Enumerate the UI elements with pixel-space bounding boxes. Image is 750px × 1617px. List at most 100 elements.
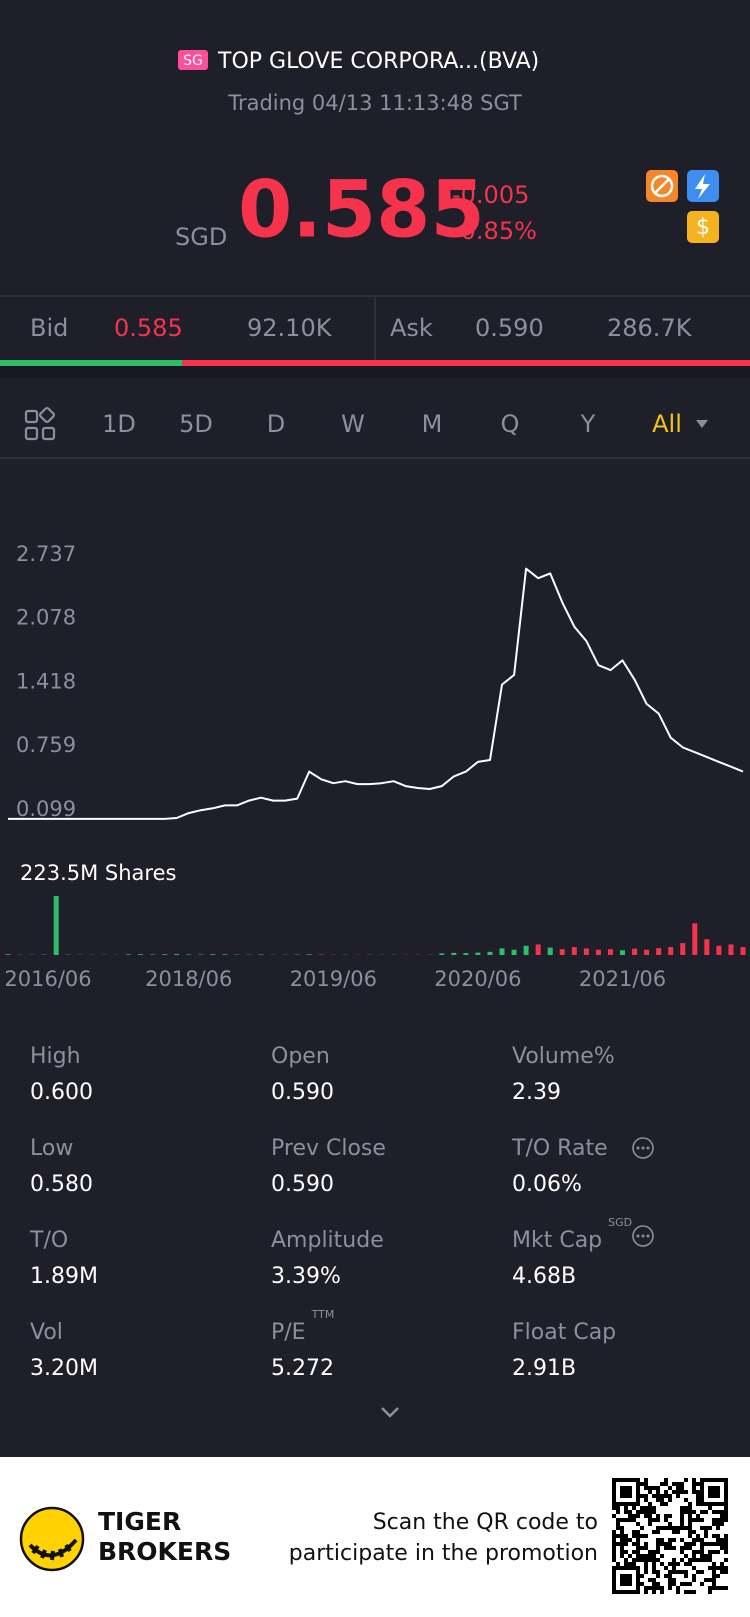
qr-module xyxy=(636,1558,640,1562)
qr-module xyxy=(676,1482,680,1486)
qr-module xyxy=(684,1554,688,1558)
qr-module xyxy=(656,1542,660,1546)
qr-module xyxy=(660,1498,664,1502)
qr-module xyxy=(648,1486,652,1490)
qr-module xyxy=(672,1578,676,1582)
qr-module xyxy=(612,1590,616,1594)
stat-value: 1.89M xyxy=(30,1264,98,1289)
volume-bar xyxy=(559,949,565,955)
tab[interactable]: D xyxy=(267,410,285,438)
qr-module xyxy=(720,1502,724,1506)
qr-module xyxy=(612,1530,616,1534)
volume-bar xyxy=(547,947,553,955)
qr-module xyxy=(652,1530,656,1534)
qr-module xyxy=(708,1554,712,1558)
brand: TIGER xyxy=(98,1507,181,1536)
qr-module xyxy=(700,1542,704,1546)
info-icon[interactable] xyxy=(632,1137,654,1247)
qr-module xyxy=(624,1534,628,1538)
qr-module xyxy=(616,1542,620,1546)
qr-module xyxy=(620,1582,624,1586)
qr-module xyxy=(704,1534,708,1538)
qr-module xyxy=(716,1490,720,1494)
qr-module xyxy=(720,1510,724,1514)
qr-module xyxy=(712,1566,716,1570)
x-tick-label: 2016/06 xyxy=(4,967,91,991)
qr-module xyxy=(684,1542,688,1546)
qr-module xyxy=(696,1514,700,1518)
qr-module xyxy=(720,1570,724,1574)
tab[interactable]: 5D xyxy=(179,410,213,438)
qr-module xyxy=(696,1570,700,1574)
qr-module xyxy=(716,1586,720,1590)
volume-bar xyxy=(668,947,674,955)
qr-module xyxy=(672,1482,676,1486)
volume-bar xyxy=(138,954,144,955)
qr-module xyxy=(696,1482,700,1486)
qr-module xyxy=(700,1518,704,1522)
qr-module xyxy=(724,1550,728,1554)
qr-module xyxy=(656,1570,660,1574)
qr-module xyxy=(688,1522,692,1526)
qr-module xyxy=(616,1526,620,1530)
qr-module xyxy=(688,1502,692,1506)
qr-module xyxy=(644,1486,648,1490)
qr-module xyxy=(648,1578,652,1582)
qr-module xyxy=(628,1478,632,1482)
currency: SGD xyxy=(175,223,227,251)
qr-module xyxy=(612,1506,616,1510)
stat-value: 4.68B xyxy=(512,1264,576,1289)
price: 0.585 xyxy=(238,165,485,255)
tab[interactable]: Q xyxy=(501,410,520,438)
qr-module xyxy=(616,1534,620,1538)
layout-icon[interactable] xyxy=(24,406,56,441)
qr-module xyxy=(652,1494,656,1498)
volume-bar xyxy=(535,944,541,955)
qr-module xyxy=(672,1530,676,1534)
qr-module xyxy=(616,1506,620,1510)
qr-module xyxy=(612,1554,616,1558)
qr-module xyxy=(624,1558,628,1562)
qr-module xyxy=(652,1586,656,1590)
tab[interactable]: All xyxy=(652,410,682,438)
qr-module xyxy=(612,1538,616,1542)
qr-module xyxy=(624,1486,628,1490)
qr-module xyxy=(664,1502,668,1506)
volume-bar xyxy=(210,954,216,955)
qr-module xyxy=(636,1486,640,1490)
qr-module xyxy=(648,1586,652,1590)
volume-bar xyxy=(656,948,662,955)
qr-module xyxy=(620,1546,624,1550)
stat-value: 3.20M xyxy=(30,1356,98,1381)
qr-module xyxy=(680,1514,684,1518)
stock-name[interactable]: TOP GLOVE CORPORA...(BVA) xyxy=(217,49,539,74)
qr-module xyxy=(612,1586,616,1590)
qr-module xyxy=(716,1550,720,1554)
qr-module xyxy=(656,1546,660,1550)
tab[interactable]: Y xyxy=(580,410,596,438)
qr-module xyxy=(660,1494,664,1498)
qr-module xyxy=(692,1538,696,1542)
qr-module xyxy=(708,1590,712,1594)
qr-module xyxy=(624,1542,628,1546)
qr-module xyxy=(624,1582,628,1586)
qr-module xyxy=(680,1482,684,1486)
qr-module xyxy=(684,1510,688,1514)
qr-module xyxy=(668,1522,672,1526)
tab[interactable]: 1D xyxy=(102,410,136,438)
stats-grid: High 0.600 Open 0.590 Volume% 2.39 Low 0.580 Pre… xyxy=(29,1044,632,1381)
info-circle xyxy=(632,1137,654,1159)
qr-module xyxy=(656,1574,660,1578)
tab[interactable]: W xyxy=(341,410,365,438)
qr-module xyxy=(720,1518,724,1522)
expand-chevron[interactable] xyxy=(381,1407,399,1418)
qr-module xyxy=(712,1478,716,1482)
qr-module xyxy=(640,1534,644,1538)
y-tick-label: 2.737 xyxy=(16,542,76,566)
volume-bar xyxy=(595,949,601,955)
tab[interactable]: M xyxy=(422,410,443,438)
stat-value: 2.39 xyxy=(512,1080,561,1105)
qr-module xyxy=(648,1518,652,1522)
icon-dollar[interactable] xyxy=(687,211,719,243)
qr-module xyxy=(648,1558,652,1562)
